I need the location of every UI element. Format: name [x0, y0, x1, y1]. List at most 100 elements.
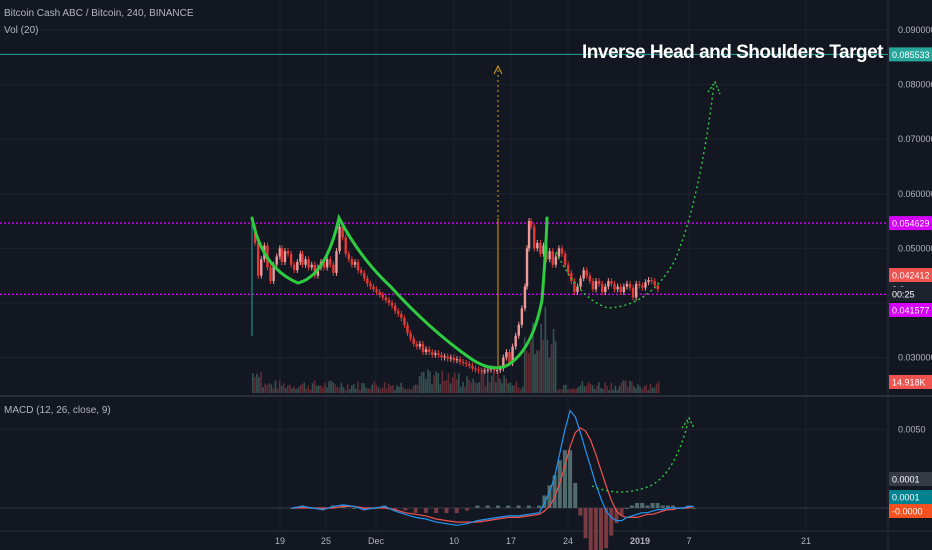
candle-body [424, 349, 428, 353]
candle-body [576, 286, 579, 293]
volume-bar [563, 385, 565, 393]
volume-bar [561, 389, 563, 393]
volume-bar [252, 373, 254, 393]
macd-histogram-bar [604, 508, 609, 549]
macd-histogram-bar [650, 502, 655, 508]
candle-body [468, 364, 471, 366]
macd-signal-tag: -0.0000 [892, 507, 923, 517]
candle-body [375, 289, 378, 293]
volume-bar [262, 387, 264, 393]
volume-bar [639, 386, 641, 393]
volume-bar [458, 373, 460, 393]
price-projection [555, 80, 721, 309]
candle-body [622, 286, 626, 293]
volume-bar [433, 375, 435, 393]
volume-bar [614, 385, 617, 393]
pattern-curve [250, 213, 549, 370]
candle-body [369, 283, 372, 287]
volume-bar [303, 382, 306, 393]
candle-body [520, 308, 524, 325]
candle-body [653, 281, 656, 286]
candle-body [332, 264, 335, 273]
volume-legend[interactable]: Vol (20) [4, 25, 39, 36]
candle-body [307, 259, 310, 268]
candle-body [296, 262, 299, 271]
candle-body [616, 286, 619, 290]
candle-body [604, 286, 607, 293]
price-tick-label: 0.090000 [898, 25, 932, 35]
candle-body [514, 335, 517, 347]
volume-bar [480, 367, 483, 393]
macd-line-tag: 0.0001 [892, 493, 920, 503]
volume-bar [282, 383, 285, 393]
candle-body [594, 281, 598, 290]
candle-body [378, 292, 381, 295]
price-axis[interactable]: 0.090000 0.080000 0.070000 0.060000 0.050000… [898, 25, 932, 434]
macd-histogram-bar [485, 505, 490, 508]
volume-bar [474, 382, 477, 393]
volume-bar [334, 384, 336, 393]
macd-histogram-bar [599, 508, 603, 550]
candle-body [427, 349, 431, 353]
candle-body [591, 281, 595, 290]
volume-bar [633, 386, 635, 393]
countdown-tag-bg [889, 287, 932, 301]
candle-body [344, 237, 347, 254]
time-axis[interactable]: 19 25 Dec 10 17 24 2019 7 21 [275, 536, 811, 546]
candle-body [619, 286, 622, 293]
volume-bar [441, 370, 444, 393]
candle-body [329, 259, 332, 265]
macd-histogram-bar [516, 505, 521, 508]
candle-body [548, 251, 551, 260]
volume-bar [542, 339, 545, 393]
volume-bar [301, 383, 304, 393]
volume-bar [589, 383, 592, 393]
volume-bar [532, 322, 534, 393]
volume-bar [359, 389, 361, 393]
resistance-price-tag-bg [889, 216, 932, 231]
macd-histogram-bar [552, 475, 557, 508]
volume-bar [501, 383, 503, 393]
candle-body [536, 242, 539, 249]
candle-body [610, 281, 613, 284]
target-price-tag-bg [889, 47, 932, 62]
volume-bar [637, 384, 639, 393]
volume-bar [631, 381, 633, 393]
candle-body [443, 356, 446, 358]
volume-bar [342, 387, 345, 393]
macd-histogram-bar [351, 508, 356, 509]
volume-bar [499, 378, 501, 393]
volume-bar [326, 387, 328, 393]
time-tick-label: Dec [368, 536, 385, 546]
volume-bar [575, 388, 578, 393]
volume-bar [565, 384, 567, 393]
volume-bar [628, 380, 631, 393]
volume-bar [453, 372, 456, 393]
volume-bar [293, 386, 295, 393]
volume-bar [373, 381, 376, 393]
candle-body [554, 256, 558, 265]
candle-body [525, 248, 529, 287]
volume-bar [509, 382, 512, 393]
symbol-legend[interactable]: Bitcoin Cash ABC / Bitcoin, 240, BINANCE [4, 8, 194, 19]
macd-histogram-bar [614, 508, 619, 524]
volume-bar [647, 389, 650, 393]
volume-bar [420, 372, 423, 393]
volume-bar [577, 386, 580, 393]
candle-body [437, 353, 440, 355]
volume-bar [525, 350, 528, 393]
candle-body [465, 362, 468, 365]
candle-body [347, 253, 351, 260]
candle-body [341, 226, 344, 238]
macd-histogram-bar [665, 505, 670, 508]
candle-body [625, 283, 629, 287]
volume-bar [291, 388, 293, 393]
candle-body [529, 221, 533, 227]
candle-body [381, 294, 385, 298]
time-tick-label: 2019 [630, 536, 650, 546]
volume-bar [486, 374, 489, 393]
volume-bar [379, 389, 382, 393]
macd-legend[interactable]: MACD (12, 26, close, 9) [4, 405, 111, 416]
candle-body [533, 226, 536, 249]
macd-histogram-bar [671, 505, 676, 508]
